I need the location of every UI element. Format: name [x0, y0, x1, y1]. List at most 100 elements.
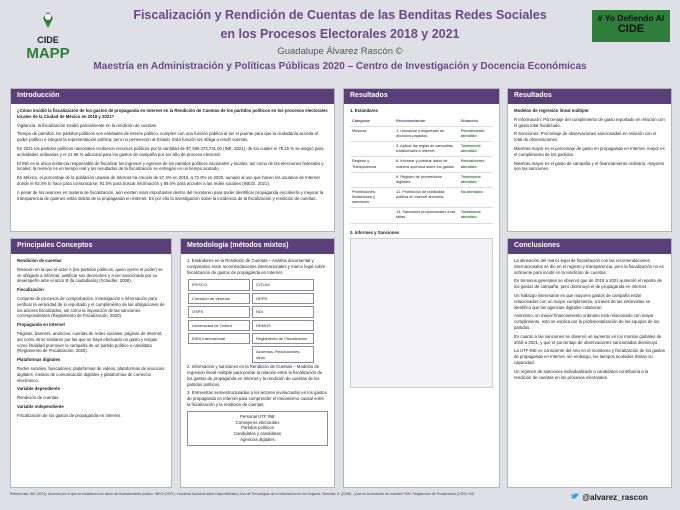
section: Introducción ¿Cómo incidió la fiscalizaci… — [10, 88, 335, 232]
chart-placeholder — [350, 238, 493, 389]
section-title: Conclusiones — [508, 239, 671, 254]
logo-text: CIDE — [37, 35, 59, 45]
table-row: 8. Registro de proveedores digitales. Tot… — [350, 172, 493, 188]
actor: Consejeros electorales — [235, 419, 280, 425]
table-cell — [350, 141, 395, 158]
paragraph: 3. Entrevistas semiestructuradas a los a… — [187, 390, 327, 407]
paragraph: Redes sociales, buscadores, plataformas … — [17, 365, 165, 383]
paragraph: Fiscalización — [17, 287, 44, 293]
table: Categoría Recomendación Situación Mínimas 1.… — [350, 116, 493, 224]
paragraph: En cuanto a las sanciones se observó un … — [514, 333, 662, 345]
logo-sub: MAPP — [26, 45, 70, 62]
section-title: Resultados — [508, 89, 671, 104]
paragraph: Asimismo, un mayor financiamiento ordina… — [514, 313, 660, 330]
section-title: Metodología (métodos mixtos) — [181, 239, 334, 254]
paragraph: Un régimen de sanciones individualizado … — [514, 368, 649, 380]
twitter-icon — [571, 493, 579, 499]
table-row: Registro y Transparencia 6. Informar y pu… — [350, 156, 493, 173]
table-cell: 1. Ubicación y etiquetado de anuncios pa… — [394, 126, 459, 143]
section-body: Rendición de cuentas Relación en la que e… — [11, 254, 171, 426]
paragraph: Rendición de cuentas. — [17, 395, 60, 401]
paragraph: En términos generales se observó que de … — [514, 278, 662, 290]
author: Guadalupe Álvarez Rascón © — [277, 46, 403, 57]
table-header: Categoría Recomendación Situación — [350, 116, 493, 127]
source-boxes: IFESCOComisión de VeneciaOSPSUniversidad… — [187, 278, 328, 364]
paragraph: La UTF-INE es consciente del reto en el … — [514, 348, 665, 365]
table-cell: 6. Informar y publicar datos de manera o… — [394, 156, 459, 173]
table-cell: Totalmente atendido — [458, 207, 493, 224]
paragraph: 2. Información y sanciones en la Rendici… — [187, 364, 323, 387]
header: Fiscalización y Rendición de Cuentas de … — [90, 8, 590, 72]
subtitle: Maestría en Administración y Políticas P… — [93, 61, 587, 72]
table-cell: Parcialmente atendido — [458, 156, 493, 173]
paragraph: Rendición de cuentas — [17, 258, 62, 263]
paragraph: R Sanciones: Porcentaje de observaciones… — [514, 131, 657, 143]
source-box: NDI — [252, 306, 315, 318]
paragraph: Mientras mayor es el porcentaje de gasto… — [514, 145, 665, 157]
source-box: DEMOS — [252, 319, 315, 331]
table-cell: 11. Prohibición de publicidad política e… — [394, 187, 459, 209]
twitter-handle: @alvarez_rascon — [582, 493, 648, 502]
source-box: Reglamento de Fiscalización — [252, 332, 315, 345]
source-box: Comisión de Venecia — [188, 292, 250, 305]
table-cell: Parcialmente atendido — [458, 126, 493, 143]
section-body: ¿Cómo incidió la fiscalización de los ga… — [11, 104, 334, 208]
actor: Agencias digitales — [240, 436, 275, 442]
source-column: CITLASOEPSNDIDEMOSReglamento de Fiscaliz… — [251, 278, 328, 364]
paragraph: El INE es la única instancia responsable… — [17, 160, 324, 172]
table-head-cell: Recomendación — [394, 116, 459, 127]
badge-text: # Yo Defiendo Al — [597, 13, 665, 23]
paragraph: Variable independiente — [17, 403, 64, 409]
table-cell: 3. Aplicar las reglas de campañas tradic… — [394, 141, 459, 158]
table-row: Prohibiciones, limitaciones y sanciones 1… — [350, 187, 493, 209]
logo: CIDE MAPP — [18, 10, 78, 66]
paragraph: Relación en la que el actor A (los parti… — [17, 266, 163, 284]
paragraph: R Información: Porcentaje del cumplimien… — [514, 116, 665, 128]
source-box: IFESCO — [188, 279, 250, 291]
table-cell: No atendido — [458, 187, 493, 209]
source-box: Universidad de Oxford — [188, 319, 250, 331]
paragraph: Conjunto de procesos de comprobación, in… — [17, 295, 165, 319]
paragraph: ¿Cómo incidió la fiscalización de los ga… — [17, 108, 328, 119]
table-cell: 8. Registro de proveedores digitales. — [394, 172, 459, 188]
paragraph: A pesar de los avances en materia de fis… — [17, 189, 324, 201]
paragraph: 1. Estándares en la Rendición de Cuentas… — [187, 258, 326, 275]
table-row: Mínimas 1. Ubicación y etiquetado de anun… — [350, 126, 493, 143]
section-title: Resultados — [344, 89, 499, 104]
badge-text: CIDE — [617, 23, 645, 35]
subheading: 2. Informes y Sanciones — [350, 229, 400, 235]
section-body: 1. Estándares Categoría Recomendación Situa… — [344, 104, 499, 392]
table-cell: Prohibiciones, limitaciones y sanciones — [350, 187, 395, 209]
section: Resultados 1. Estándares Categoría Recomend… — [343, 88, 500, 488]
title: en los Procesos Electorales 2018 y 2021 — [220, 27, 460, 41]
actor: Candidatos y candidatas — [233, 431, 282, 437]
table-head-cell: Situación — [458, 116, 493, 127]
table-cell: 13. Sanciones proporcionales a las falta… — [394, 207, 459, 224]
table-cell — [350, 207, 395, 224]
title: Fiscalización y Rendición de Cuentas de … — [133, 8, 547, 22]
table-cell: Totalmente atendido — [458, 141, 493, 158]
paragraph: Propaganda en Internet — [17, 322, 65, 328]
paragraph: Fiscalización de los gastos de propagand… — [17, 412, 122, 418]
source-box: OSPS — [188, 306, 250, 318]
source-box: CITLAS — [252, 279, 315, 291]
paragraph: Vigilancia: la fiscalización incidió par… — [17, 122, 158, 128]
subheading: 1. Estándares — [350, 108, 378, 113]
table-cell: Totalmente atendido — [458, 172, 493, 188]
paragraph: Un hallazgo interesante es que mayores g… — [514, 292, 651, 310]
section-body: 1. Estándares en la Rendición de Cuentas… — [181, 254, 334, 450]
paragraph: Páginas, banners, anuncios, cuentas de r… — [17, 330, 163, 354]
logo-mark — [43, 12, 53, 28]
section: Conclusiones La alineación del marco lega… — [507, 238, 672, 488]
section-title: Introducción — [11, 89, 334, 104]
paragraph: Plataformas digitales — [17, 357, 61, 363]
table-cell: Registro y Transparencia — [350, 156, 395, 173]
section: Resultados Modelos de regresión lineal mú… — [507, 88, 672, 232]
section: Metodología (métodos mixtos) 1. Estándare… — [180, 238, 335, 488]
actors: Personal UTF INE Consejeros electorales Pa… — [187, 410, 328, 446]
twitter: @alvarez_rascon — [570, 492, 672, 502]
badge: # Yo Defiendo Al CIDE — [592, 10, 670, 42]
paragraph: Tiempo de partidos: los partidos polític… — [17, 131, 318, 143]
source-box: Acuerdos, Resoluciones, otros — [252, 346, 315, 364]
paragraph: Variable dependiente — [17, 386, 60, 392]
